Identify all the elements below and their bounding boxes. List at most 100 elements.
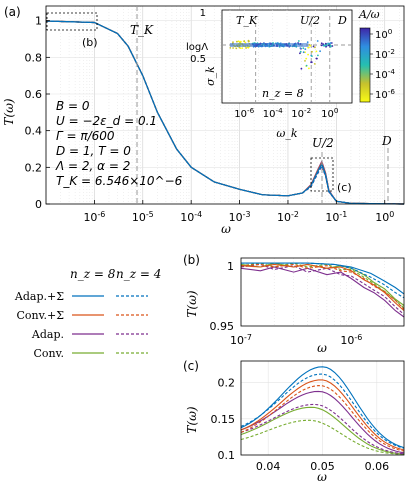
inset-point: [302, 51, 305, 54]
legend-col-header: n_z = 4: [116, 267, 161, 281]
panel-b-frame: [240, 257, 405, 327]
zoom-box-b-label: (b): [82, 36, 98, 49]
colorbar-tick-label: 10-2: [375, 47, 395, 62]
inset-point: [327, 43, 330, 45]
inset-point: [315, 50, 318, 53]
inset-point: [299, 50, 302, 53]
y-tick-label: 0: [35, 198, 42, 211]
x-tick-label: 10-5: [132, 210, 154, 225]
inset-panel: T_K U/2 D logΛ n_z = 8 σ_k 0.5 1 10-6 10-…: [186, 8, 395, 140]
panel-b-ytick: 0.95: [210, 320, 235, 333]
series-line: [240, 385, 405, 452]
y-tick-label: 0.4: [25, 125, 43, 138]
y-tick-label: 0.1: [218, 449, 236, 462]
y-tick-label: 0.2: [25, 161, 43, 174]
inset-point: [317, 54, 319, 57]
legend-label: Adap.+Σ: [14, 290, 64, 303]
panel-a-frame: [45, 5, 405, 205]
panel-c-label: (c): [183, 359, 199, 373]
inset-d-label: D: [337, 14, 347, 27]
inset-point: [315, 57, 318, 60]
inset-point: [302, 47, 305, 50]
panel-b-ylabel: T(ω): [185, 290, 199, 317]
inset-point: [330, 42, 333, 44]
inset-ylabel: σ_k: [204, 66, 217, 86]
inset-point: [297, 40, 300, 42]
series-line: [240, 263, 405, 312]
inset-x-tick-label: 10-2: [291, 106, 311, 121]
x-tick-label: 10-7: [230, 333, 252, 348]
inset-point: [236, 40, 238, 43]
panel-a-x-ticks: 10-6 10-5 10-4 10-3 10-2 10-1 100: [83, 200, 394, 224]
panel-b-curves: [240, 262, 405, 318]
x-tick-label: 10-2: [277, 210, 299, 225]
zoom-box-c: [310, 157, 334, 192]
series-line: [241, 262, 405, 295]
param-line: Γ = π/600: [56, 129, 115, 143]
panel-b-ytick: 1: [227, 260, 234, 273]
series-line: [240, 379, 405, 451]
inset-x-tick-label: 10-6: [234, 106, 254, 121]
vline-d-label: D: [381, 134, 392, 148]
inset-point: [322, 43, 325, 45]
colorbar-tick-label: 100: [375, 27, 393, 42]
inset-point: [324, 42, 327, 45]
zoom-box-b: [46, 12, 98, 31]
inset-point: [314, 46, 316, 49]
series-line: [240, 366, 405, 449]
inset-point: [307, 53, 309, 56]
inset-point: [232, 41, 234, 43]
panel-a-label: (a): [4, 5, 21, 19]
panel-a: (a) 10-6 10-5 10-4 10-3 10-2 10-1 100 00.20.40…: [2, 5, 405, 236]
panel-b-grid: [240, 258, 405, 326]
inset-point: [299, 52, 301, 55]
inset-point: [304, 51, 306, 54]
inset-point: [306, 41, 309, 44]
inset-ytick: 1: [200, 8, 206, 19]
inset-point: [323, 44, 326, 47]
x-tick-label: 0.05: [310, 460, 335, 473]
inset-point: [329, 44, 332, 47]
inset-point: [311, 55, 313, 57]
series-line: [240, 266, 405, 318]
inset-scatter: [229, 39, 334, 70]
inset-point: [304, 48, 307, 50]
inset-ytick: 0.5: [190, 54, 206, 65]
legend-label: Conv.+Σ: [16, 309, 64, 322]
inset-point: [237, 40, 240, 43]
y-tick-label: 0.8: [25, 51, 43, 64]
param-line: Λ = 2, α = 2: [55, 159, 130, 173]
series-line: [240, 373, 405, 449]
series-line: [45, 20, 405, 205]
x-tick-label: 10-1: [325, 210, 347, 225]
legend-label: Conv.: [33, 347, 64, 360]
x-tick-label: 10-6: [83, 210, 105, 225]
inset-point: [325, 45, 327, 48]
inset-x-ticks: 10-6 10-4 10-2 100: [234, 106, 339, 121]
inset-point: [305, 64, 308, 67]
x-tick-label: 100: [375, 210, 394, 225]
inset-point: [310, 61, 313, 64]
inset-point: [239, 40, 242, 43]
param-line: D = 1, T = 0: [56, 144, 131, 158]
colorbar-ticks: 100 10-2 10-4 10-6: [370, 27, 395, 101]
panel-a-ylabel: T(ω): [2, 98, 16, 125]
panel-b: (b) 1 0.95 10-7 10-6 T(ω) ω: [183, 253, 405, 355]
inset-point: [241, 47, 244, 49]
inset-point: [245, 47, 248, 49]
legend-col-header: n_z = 8: [70, 267, 116, 281]
colorbar: [359, 27, 371, 103]
inset-tk-label: T_K: [236, 14, 258, 27]
series-line: [240, 263, 405, 310]
colorbar-tick-label: 10-4: [375, 67, 395, 82]
inset-xlabel: ω_k: [276, 127, 297, 140]
panel-b-xlabel: ω: [317, 341, 327, 355]
inset-point: [329, 42, 332, 44]
inset-loglambda-label: logΛ: [186, 42, 208, 53]
inset-x-tick-label: 100: [321, 106, 339, 121]
legend-rows: Adap.+Σ Conv.+Σ Adap. Conv.: [14, 290, 148, 360]
panel-a-curves: [45, 20, 405, 205]
inset-u2-label: U/2: [300, 14, 320, 27]
inset-point: [299, 47, 302, 49]
